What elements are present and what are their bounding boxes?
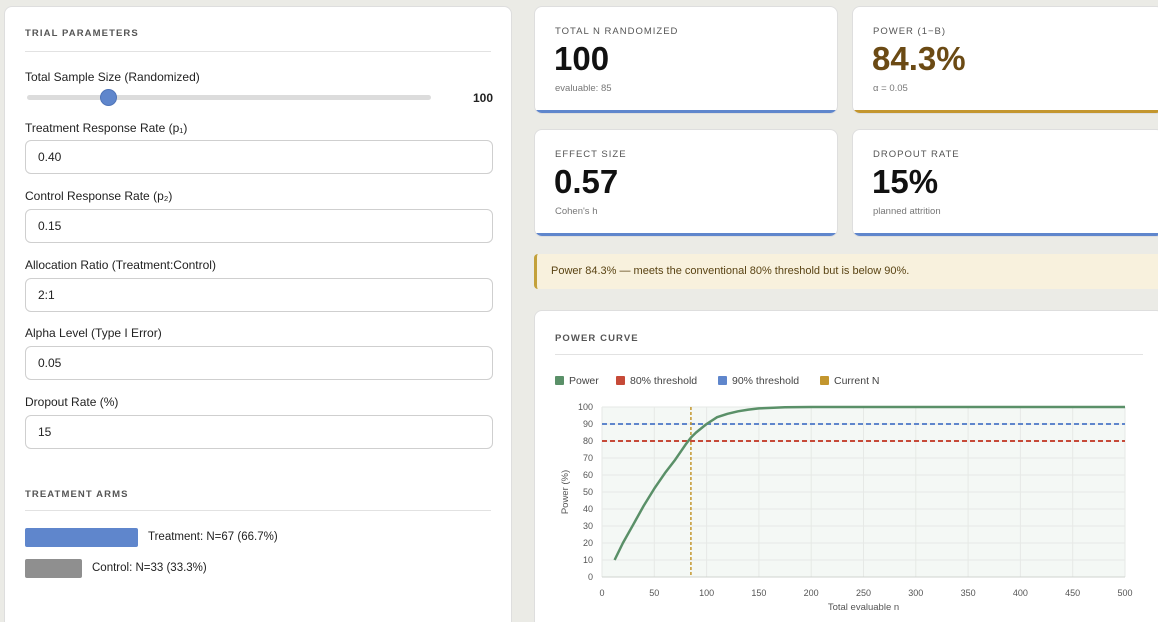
power-value: 84.3%: [872, 40, 966, 77]
x-tick-label: 450: [1065, 588, 1080, 598]
dropout-card-label: DROPOUT RATE: [873, 149, 960, 160]
y-tick-label: 50: [583, 487, 593, 497]
divider: [25, 510, 491, 511]
allocation-ratio-input[interactable]: [25, 278, 493, 312]
legend-swatch-current: [820, 376, 829, 385]
treatment-rate-input[interactable]: [25, 140, 493, 174]
legend-current-n[interactable]: Current N: [820, 375, 880, 387]
control-rate-input[interactable]: [25, 209, 493, 243]
dropout-card-sub: planned attrition: [873, 206, 941, 217]
card-accent: [853, 110, 1158, 113]
sample-size-label: Total Sample Size (Randomized): [25, 70, 200, 84]
y-tick-label: 20: [583, 538, 593, 548]
card-accent: [535, 110, 837, 113]
treatment-rate-label: Treatment Response Rate (p₁): [25, 121, 188, 135]
power-curve-title: POWER CURVE: [555, 333, 639, 344]
dropout-card: DROPOUT RATE 15% planned attrition: [852, 129, 1158, 237]
x-tick-label: 300: [908, 588, 923, 598]
control-arm-bar: [25, 559, 82, 578]
treatment-arm-bar: [25, 528, 138, 547]
alpha-level-input[interactable]: [25, 346, 493, 380]
legend-current-n-label: Current N: [834, 375, 880, 387]
card-accent: [853, 233, 1158, 236]
sample-size-slider-track[interactable]: [27, 95, 431, 100]
x-axis-label: Total evaluable n: [828, 602, 899, 613]
legend-threshold-90[interactable]: 90% threshold: [718, 375, 799, 387]
y-tick-label: 100: [578, 402, 593, 412]
legend-power[interactable]: Power: [555, 375, 599, 387]
x-tick-label: 350: [961, 588, 976, 598]
effect-size-label: EFFECT SIZE: [555, 149, 627, 160]
legend-swatch-80: [616, 376, 625, 385]
legend-threshold-80-label: 80% threshold: [630, 375, 698, 387]
y-tick-label: 10: [583, 555, 593, 565]
x-tick-label: 150: [751, 588, 766, 598]
x-tick-label: 0: [599, 588, 604, 598]
y-tick-label: 30: [583, 521, 593, 531]
power-curve-chart: 0 50 100 150 200 250 300 350 400 450 500 0 10 20 30 40 5…: [560, 402, 1133, 613]
legend-threshold-80[interactable]: 80% threshold: [616, 375, 697, 387]
dropout-card-value: 15%: [872, 163, 939, 200]
total-n-card: TOTAL N RANDOMIZED 100 evaluable: 85: [534, 6, 838, 114]
power-curve-line: [613, 405, 1125, 561]
sample-size-value: 100: [472, 91, 493, 105]
effect-size-card: EFFECT SIZE 0.57 Cohen's h: [534, 129, 838, 237]
power-curve-panel: POWER CURVE Power 80% threshold 90% thre…: [534, 310, 1158, 622]
dropout-rate-label: Dropout Rate (%): [25, 395, 119, 409]
x-tick-label: 100: [699, 588, 714, 598]
sample-size-slider-thumb[interactable]: [99, 89, 117, 106]
total-n-sub: evaluable: 85: [555, 83, 612, 94]
x-tick-label: 200: [804, 588, 819, 598]
trial-parameters-title: TRIAL PARAMETERS: [25, 28, 139, 39]
y-axis-label: Power (%): [560, 470, 571, 514]
trial-parameters-panel: TRIAL PARAMETERS Total Sample Size (Rand…: [4, 6, 512, 622]
control-arm-text: Control: N=33 (33.3%): [92, 562, 207, 574]
legend-threshold-90-label: 90% threshold: [732, 375, 800, 387]
card-accent: [535, 233, 837, 236]
x-tick-label: 500: [1117, 588, 1132, 598]
legend-power-label: Power: [569, 375, 599, 387]
y-tick-label: 0: [588, 572, 593, 582]
treatment-arm-text: Treatment: N=67 (66.7%): [148, 531, 278, 543]
legend-swatch-90: [718, 376, 727, 385]
total-n-value: 100: [554, 40, 610, 77]
y-tick-label: 80: [583, 436, 593, 446]
treatment-arms-title: TREATMENT ARMS: [25, 489, 129, 500]
y-tick-label: 90: [583, 419, 593, 429]
x-tick-label: 400: [1013, 588, 1028, 598]
divider: [555, 354, 1143, 355]
y-tick-label: 60: [583, 470, 593, 480]
allocation-ratio-label: Allocation Ratio (Treatment:Control): [25, 258, 216, 272]
dropout-rate-input[interactable]: [25, 415, 493, 449]
divider: [25, 51, 491, 52]
power-card: POWER (1−β) 84.3% α = 0.05: [852, 6, 1158, 114]
total-n-label: TOTAL N RANDOMIZED: [555, 26, 679, 37]
power-label: POWER (1−β): [873, 26, 947, 37]
alpha-level-label: Alpha Level (Type I Error): [25, 326, 162, 340]
power-alert: Power 84.3% — meets the conventional 80%…: [534, 254, 1158, 289]
y-tick-label: 70: [583, 453, 593, 463]
x-tick-label: 50: [649, 588, 659, 598]
x-tick-label: 250: [856, 588, 871, 598]
y-tick-label: 40: [583, 504, 593, 514]
control-rate-label: Control Response Rate (p₂): [25, 189, 173, 203]
effect-size-sub: Cohen's h: [555, 206, 598, 217]
legend-swatch-power: [555, 376, 564, 385]
effect-size-value: 0.57: [554, 163, 619, 200]
power-sub: α = 0.05: [873, 83, 908, 94]
